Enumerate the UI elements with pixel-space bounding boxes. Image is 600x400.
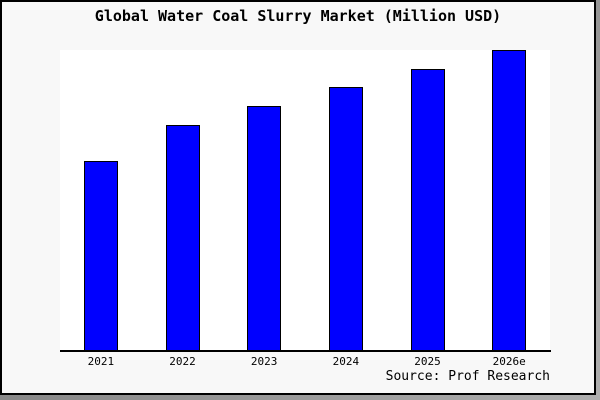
x-tick-2021: 2021 (87, 355, 115, 368)
x-tick-2022: 2022 (169, 355, 196, 368)
bar-2026e (492, 50, 527, 350)
x-axis-line (60, 350, 551, 352)
bar-2024 (328, 87, 363, 350)
bar-2023 (247, 106, 282, 350)
x-tick-2025: 2025 (414, 355, 441, 368)
source-note: Source: Prof Research (385, 369, 550, 384)
x-tick-2026e: 2026e (492, 355, 526, 368)
chart-title: Global Water Coal Slurry Market (Million… (94, 7, 502, 25)
bar-2021 (83, 161, 118, 350)
bar-2022 (165, 125, 200, 350)
x-tick-2023: 2023 (250, 355, 278, 368)
bar-2025 (410, 69, 445, 350)
x-tick-2024: 2024 (332, 355, 360, 368)
plot-area (60, 50, 550, 350)
